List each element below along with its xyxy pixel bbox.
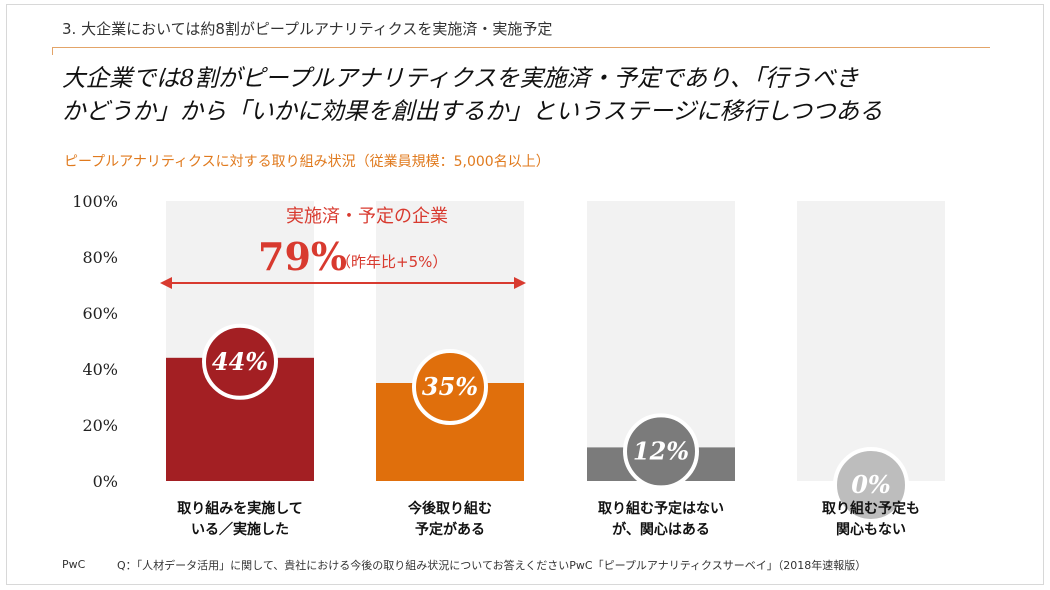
section-title: 3. 大企業においては約8割がピープルアナリティクスを実施済・実施予定	[62, 20, 553, 38]
chart-title: ピープルアナリティクスに対する取り組み状況（従業員規模：5,000名以上）	[64, 154, 550, 170]
x-tick-label: が、関心はある	[612, 521, 710, 538]
x-tick-label: 取り組みを実施して	[177, 500, 303, 517]
x-tick-label: 取り組む予定はない	[598, 500, 724, 517]
y-tick-label: 100%	[72, 192, 118, 211]
x-tick-label: いる／実施した	[191, 521, 289, 538]
data-label: 44%	[212, 347, 268, 376]
bar-track	[797, 201, 945, 481]
annotation-label: 実施済・予定の企業	[286, 206, 448, 227]
annotation-arrowhead-right	[514, 277, 526, 289]
data-label: 35%	[422, 372, 478, 401]
slide-frame	[6, 4, 1044, 585]
y-tick-label: 20%	[82, 416, 118, 435]
headline-line-2: かどうか」から「いかに効果を創出するか」というステージに移行しつつある	[62, 97, 883, 125]
value-circle	[412, 349, 488, 425]
header-divider-tick	[52, 47, 53, 55]
footer-source: PwC	[62, 558, 86, 571]
value-circle	[833, 447, 909, 523]
headline: 大企業では8割がピープルアナリティクスを実施済・予定であり、「行うべき かどうか…	[62, 62, 1022, 128]
data-label: 12%	[633, 436, 689, 465]
x-tick-label: 関心もない	[836, 522, 906, 538]
x-tick-label: 今後取り組む	[407, 500, 492, 517]
header-divider	[52, 47, 990, 48]
headline-line-1: 大企業では8割がピープルアナリティクスを実施済・予定であり、「行うべき	[62, 64, 860, 92]
value-circle	[623, 413, 699, 490]
footer-note: Q：「人材データ活用」に関して、貴社における今後の取り組み状況についてお答えくだ…	[117, 559, 867, 572]
annotation-note: （昨年比+5%）	[336, 253, 447, 271]
y-tick-label: 0%	[93, 472, 118, 491]
x-tick-label: 取り組む予定も	[822, 500, 920, 517]
annotation-value: 79%	[258, 234, 347, 279]
value-circle	[202, 323, 278, 400]
y-tick-label: 40%	[82, 360, 118, 379]
annotation-arrowhead-left	[160, 277, 172, 289]
data-label: 0%	[851, 470, 891, 499]
x-tick-label: 予定がある	[415, 521, 485, 538]
y-tick-label: 60%	[82, 304, 118, 323]
y-tick-label: 80%	[82, 248, 118, 267]
